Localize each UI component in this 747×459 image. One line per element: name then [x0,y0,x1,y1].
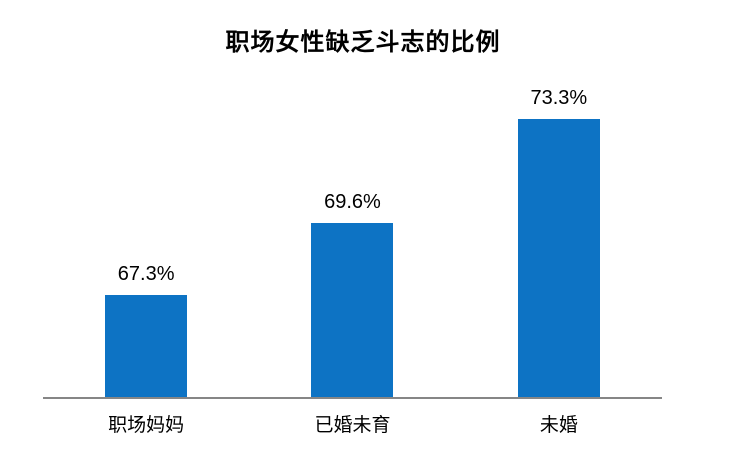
bar-group: 69.6% [249,86,455,398]
bar [311,223,394,398]
bar-value-label: 73.3% [530,87,588,109]
bar-group: 67.3% [43,86,249,398]
plot-area: 67.3% 69.6% 73.3% [43,86,662,398]
x-axis-tick-labels: 职场妈妈 已婚未育 未婚 [43,413,662,439]
x-axis-line [43,397,662,399]
bar-value-label: 67.3% [117,263,175,285]
bar-group: 73.3% [456,86,662,398]
bar [105,295,188,398]
x-axis-tick-label: 职场妈妈 [108,415,185,436]
bar-value-label: 69.6% [324,191,381,213]
x-axis-tick-label: 未婚 [539,415,578,436]
bar [517,119,600,398]
x-axis-tick-label: 已婚未育 [314,415,391,436]
chart-title: 职场女性缺乏斗志的比例 [225,29,501,56]
